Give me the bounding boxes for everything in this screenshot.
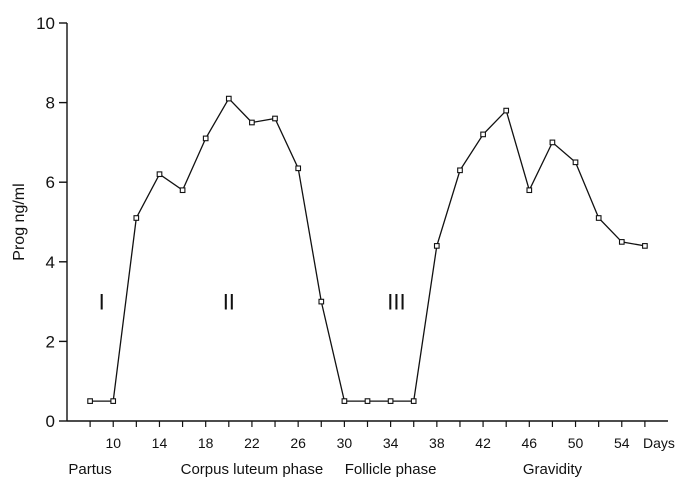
phase-numeral: I xyxy=(99,290,105,315)
series-line xyxy=(90,97,646,402)
data-point xyxy=(549,139,556,146)
data-point xyxy=(295,165,302,172)
x-tick-label: 10 xyxy=(105,435,121,451)
data-point xyxy=(87,398,93,404)
data-point xyxy=(225,95,232,102)
phase-numeral: III xyxy=(387,290,405,315)
x-tick-label: 50 xyxy=(568,435,584,451)
data-point xyxy=(526,187,533,194)
data-point xyxy=(503,107,510,114)
axes xyxy=(59,22,668,427)
data-point xyxy=(364,398,371,404)
data-point xyxy=(318,298,325,305)
x-tick-label: 26 xyxy=(290,435,306,451)
data-point xyxy=(110,398,117,404)
phase-label: Gravidity xyxy=(523,461,583,478)
y-tick-label: 2 xyxy=(46,332,55,351)
y-tick-label: 0 xyxy=(46,412,55,431)
data-point xyxy=(642,243,648,249)
x-axis-title: Days xyxy=(643,435,675,451)
phase-label: Corpus luteum phase xyxy=(181,461,324,478)
y-tick-label: 4 xyxy=(46,253,55,272)
data-point xyxy=(480,131,486,138)
data-point xyxy=(249,119,255,126)
data-point xyxy=(179,187,186,194)
series-layer xyxy=(87,95,648,404)
data-point xyxy=(618,239,625,245)
y-axis-title: Prog ng/ml xyxy=(11,183,28,260)
data-point xyxy=(457,167,463,174)
x-tick-label: 42 xyxy=(475,435,491,451)
data-point xyxy=(387,398,394,404)
data-point xyxy=(595,215,602,221)
data-point xyxy=(202,135,209,142)
data-point xyxy=(156,171,163,178)
y-tick-label: 6 xyxy=(46,173,55,192)
phase-numeral: II xyxy=(223,290,235,315)
x-tick-label: 30 xyxy=(337,435,353,451)
x-tick-label: 38 xyxy=(429,435,445,451)
y-tick-label: 8 xyxy=(46,94,55,113)
x-tick-label: 54 xyxy=(614,435,630,451)
x-tick-label: 46 xyxy=(522,435,538,451)
phase-label: Partus xyxy=(68,461,111,478)
data-point xyxy=(341,398,348,404)
x-tick-label: 14 xyxy=(152,435,168,451)
data-point xyxy=(133,215,140,221)
phase-label: Follicle phase xyxy=(345,461,437,478)
x-tick-label: 22 xyxy=(244,435,260,451)
data-point xyxy=(410,398,417,404)
x-tick-label: 34 xyxy=(383,435,399,451)
x-tick-label: 18 xyxy=(198,435,214,451)
data-point xyxy=(272,115,278,122)
data-point xyxy=(433,243,440,249)
y-tick-label: 10 xyxy=(36,14,55,33)
data-point xyxy=(572,159,579,166)
